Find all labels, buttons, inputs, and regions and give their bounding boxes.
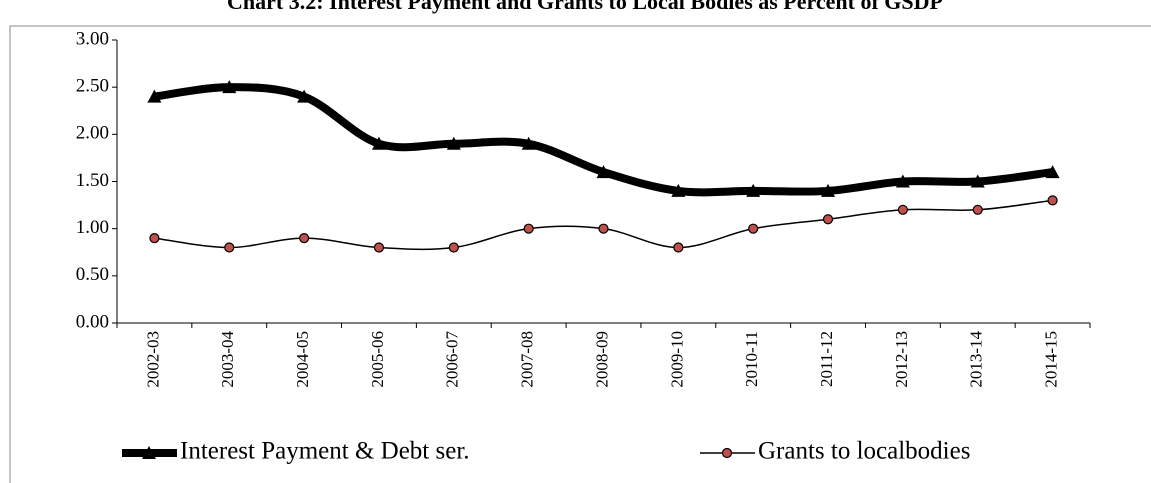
x-tick-label: 2014-15 <box>1041 331 1060 388</box>
marker <box>448 242 459 253</box>
chart-frame <box>9 25 1151 483</box>
marker <box>371 136 386 150</box>
x-tick-label: 2005-06 <box>368 331 387 388</box>
marker <box>299 233 310 244</box>
marker <box>222 80 237 94</box>
y-tick-label: 0.50 <box>76 264 109 285</box>
marker <box>822 214 834 225</box>
marker <box>721 447 733 459</box>
x-tick-label: 2008-09 <box>592 331 611 388</box>
y-tick-label: 2.50 <box>76 76 109 97</box>
marker <box>1045 165 1060 179</box>
marker <box>142 446 156 459</box>
x-tick-label: 2012-13 <box>892 331 911 388</box>
marker <box>895 174 910 188</box>
marker <box>748 223 759 234</box>
x-tick-label: 2007-08 <box>518 331 537 388</box>
marker <box>970 174 985 188</box>
marker <box>598 223 609 234</box>
x-tick-label: 2010-11 <box>742 331 761 387</box>
y-tick-label: 2.00 <box>76 123 109 144</box>
marker <box>671 183 686 197</box>
y-tick-label: 1.50 <box>76 170 109 191</box>
x-tick-label: 2002-03 <box>143 331 162 388</box>
marker <box>149 233 160 244</box>
y-tick-label: 3.00 <box>76 28 109 49</box>
marker <box>821 183 836 197</box>
marker <box>147 89 162 103</box>
marker <box>523 223 534 234</box>
legend-label: Interest Payment & Debt ser. <box>180 438 470 465</box>
chart-title: Chart 3.2: Interest Payment and Grants t… <box>227 0 943 14</box>
x-tick-label: 2013-14 <box>967 331 986 388</box>
marker <box>224 242 235 253</box>
x-tick-label: 2009-10 <box>667 331 686 388</box>
y-tick-label: 0.00 <box>76 311 109 332</box>
y-tick-label: 1.00 <box>76 217 109 238</box>
marker <box>446 136 461 150</box>
x-tick-label: 2006-07 <box>443 331 462 388</box>
x-tick-label: 2011-12 <box>817 331 836 387</box>
x-tick-label: 2003-04 <box>218 331 237 388</box>
legend-label: Grants to localbodies <box>758 438 970 465</box>
marker <box>972 204 983 215</box>
marker <box>373 242 385 253</box>
marker <box>1047 195 1058 206</box>
marker <box>673 242 684 253</box>
marker <box>897 204 908 215</box>
x-tick-label: 2004-05 <box>293 331 312 388</box>
marker <box>596 165 611 179</box>
marker <box>746 183 761 197</box>
marker <box>297 89 312 103</box>
marker <box>521 136 536 150</box>
